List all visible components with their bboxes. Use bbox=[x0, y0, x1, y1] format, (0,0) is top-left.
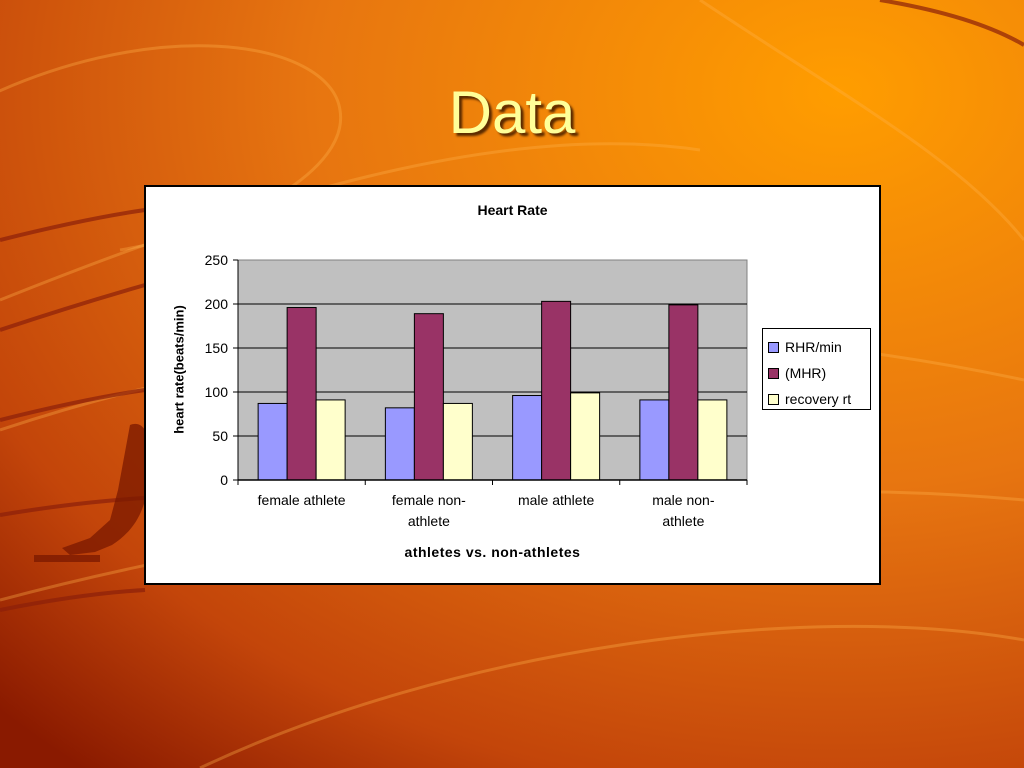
y-tick-label: 0 bbox=[220, 472, 228, 488]
legend-label: RHR/min bbox=[785, 339, 842, 355]
bar-mhr bbox=[286, 307, 317, 481]
x-category-label-line: athlete bbox=[407, 513, 450, 529]
runner-silhouette bbox=[34, 423, 149, 562]
bar-rhr-min bbox=[257, 402, 288, 481]
bar-mhr bbox=[413, 313, 444, 481]
legend-swatch-rhr bbox=[768, 341, 779, 353]
legend-label: recovery rt bbox=[785, 391, 852, 407]
y-tick-label: 250 bbox=[205, 252, 229, 268]
chart-title: Heart Rate bbox=[477, 202, 548, 218]
chart-frame: 0 50 100 150 200 250 Heart Rate heart rate(be… bbox=[144, 185, 881, 585]
x-category-label: male athlete bbox=[496, 490, 616, 511]
bar-recovery-rt bbox=[315, 399, 346, 481]
x-category-label-line: female non- bbox=[391, 492, 466, 508]
bar-recovery-rt bbox=[570, 392, 601, 481]
legend-item-rhr: RHR/min bbox=[763, 334, 870, 360]
x-category-label: female non-athlete bbox=[369, 490, 489, 532]
y-tick-label: 100 bbox=[205, 384, 229, 400]
y-axis-title: heart rate(beats/min) bbox=[171, 305, 187, 434]
x-category-label-line: male athlete bbox=[517, 492, 595, 508]
legend-swatch-recovery bbox=[768, 393, 779, 405]
x-category-label-line: female athlete bbox=[257, 492, 346, 508]
legend-item-recovery: recovery rt bbox=[763, 386, 870, 412]
chart-legend: RHR/min (MHR) recovery rt bbox=[762, 328, 871, 410]
legend-swatch-mhr bbox=[768, 367, 779, 379]
x-category-label: female athlete bbox=[242, 490, 362, 511]
bar-recovery-rt bbox=[442, 402, 473, 481]
x-axis-title: athletes vs. non-athletes bbox=[404, 544, 581, 560]
slide-title: Data bbox=[448, 79, 576, 146]
x-category-label: male non-athlete bbox=[623, 490, 743, 532]
chart-plot: 0 50 100 150 200 250 bbox=[205, 252, 748, 488]
y-tick-label: 50 bbox=[212, 428, 228, 444]
legend-item-mhr: (MHR) bbox=[763, 360, 870, 386]
bar-recovery-rt bbox=[697, 399, 728, 481]
x-category-label-line: athlete bbox=[662, 513, 705, 529]
y-tick-label: 200 bbox=[205, 296, 229, 312]
legend-label: (MHR) bbox=[785, 365, 827, 381]
bar-mhr bbox=[668, 304, 699, 481]
y-tick-label: 150 bbox=[205, 340, 229, 356]
x-category-label-line: male non- bbox=[652, 492, 715, 508]
bar-rhr-min bbox=[512, 395, 543, 481]
bars bbox=[257, 300, 728, 481]
bar-rhr-min bbox=[639, 399, 670, 481]
axes: 0 50 100 150 200 250 bbox=[205, 252, 748, 488]
bar-rhr-min bbox=[384, 407, 415, 481]
bar-mhr bbox=[541, 300, 572, 481]
